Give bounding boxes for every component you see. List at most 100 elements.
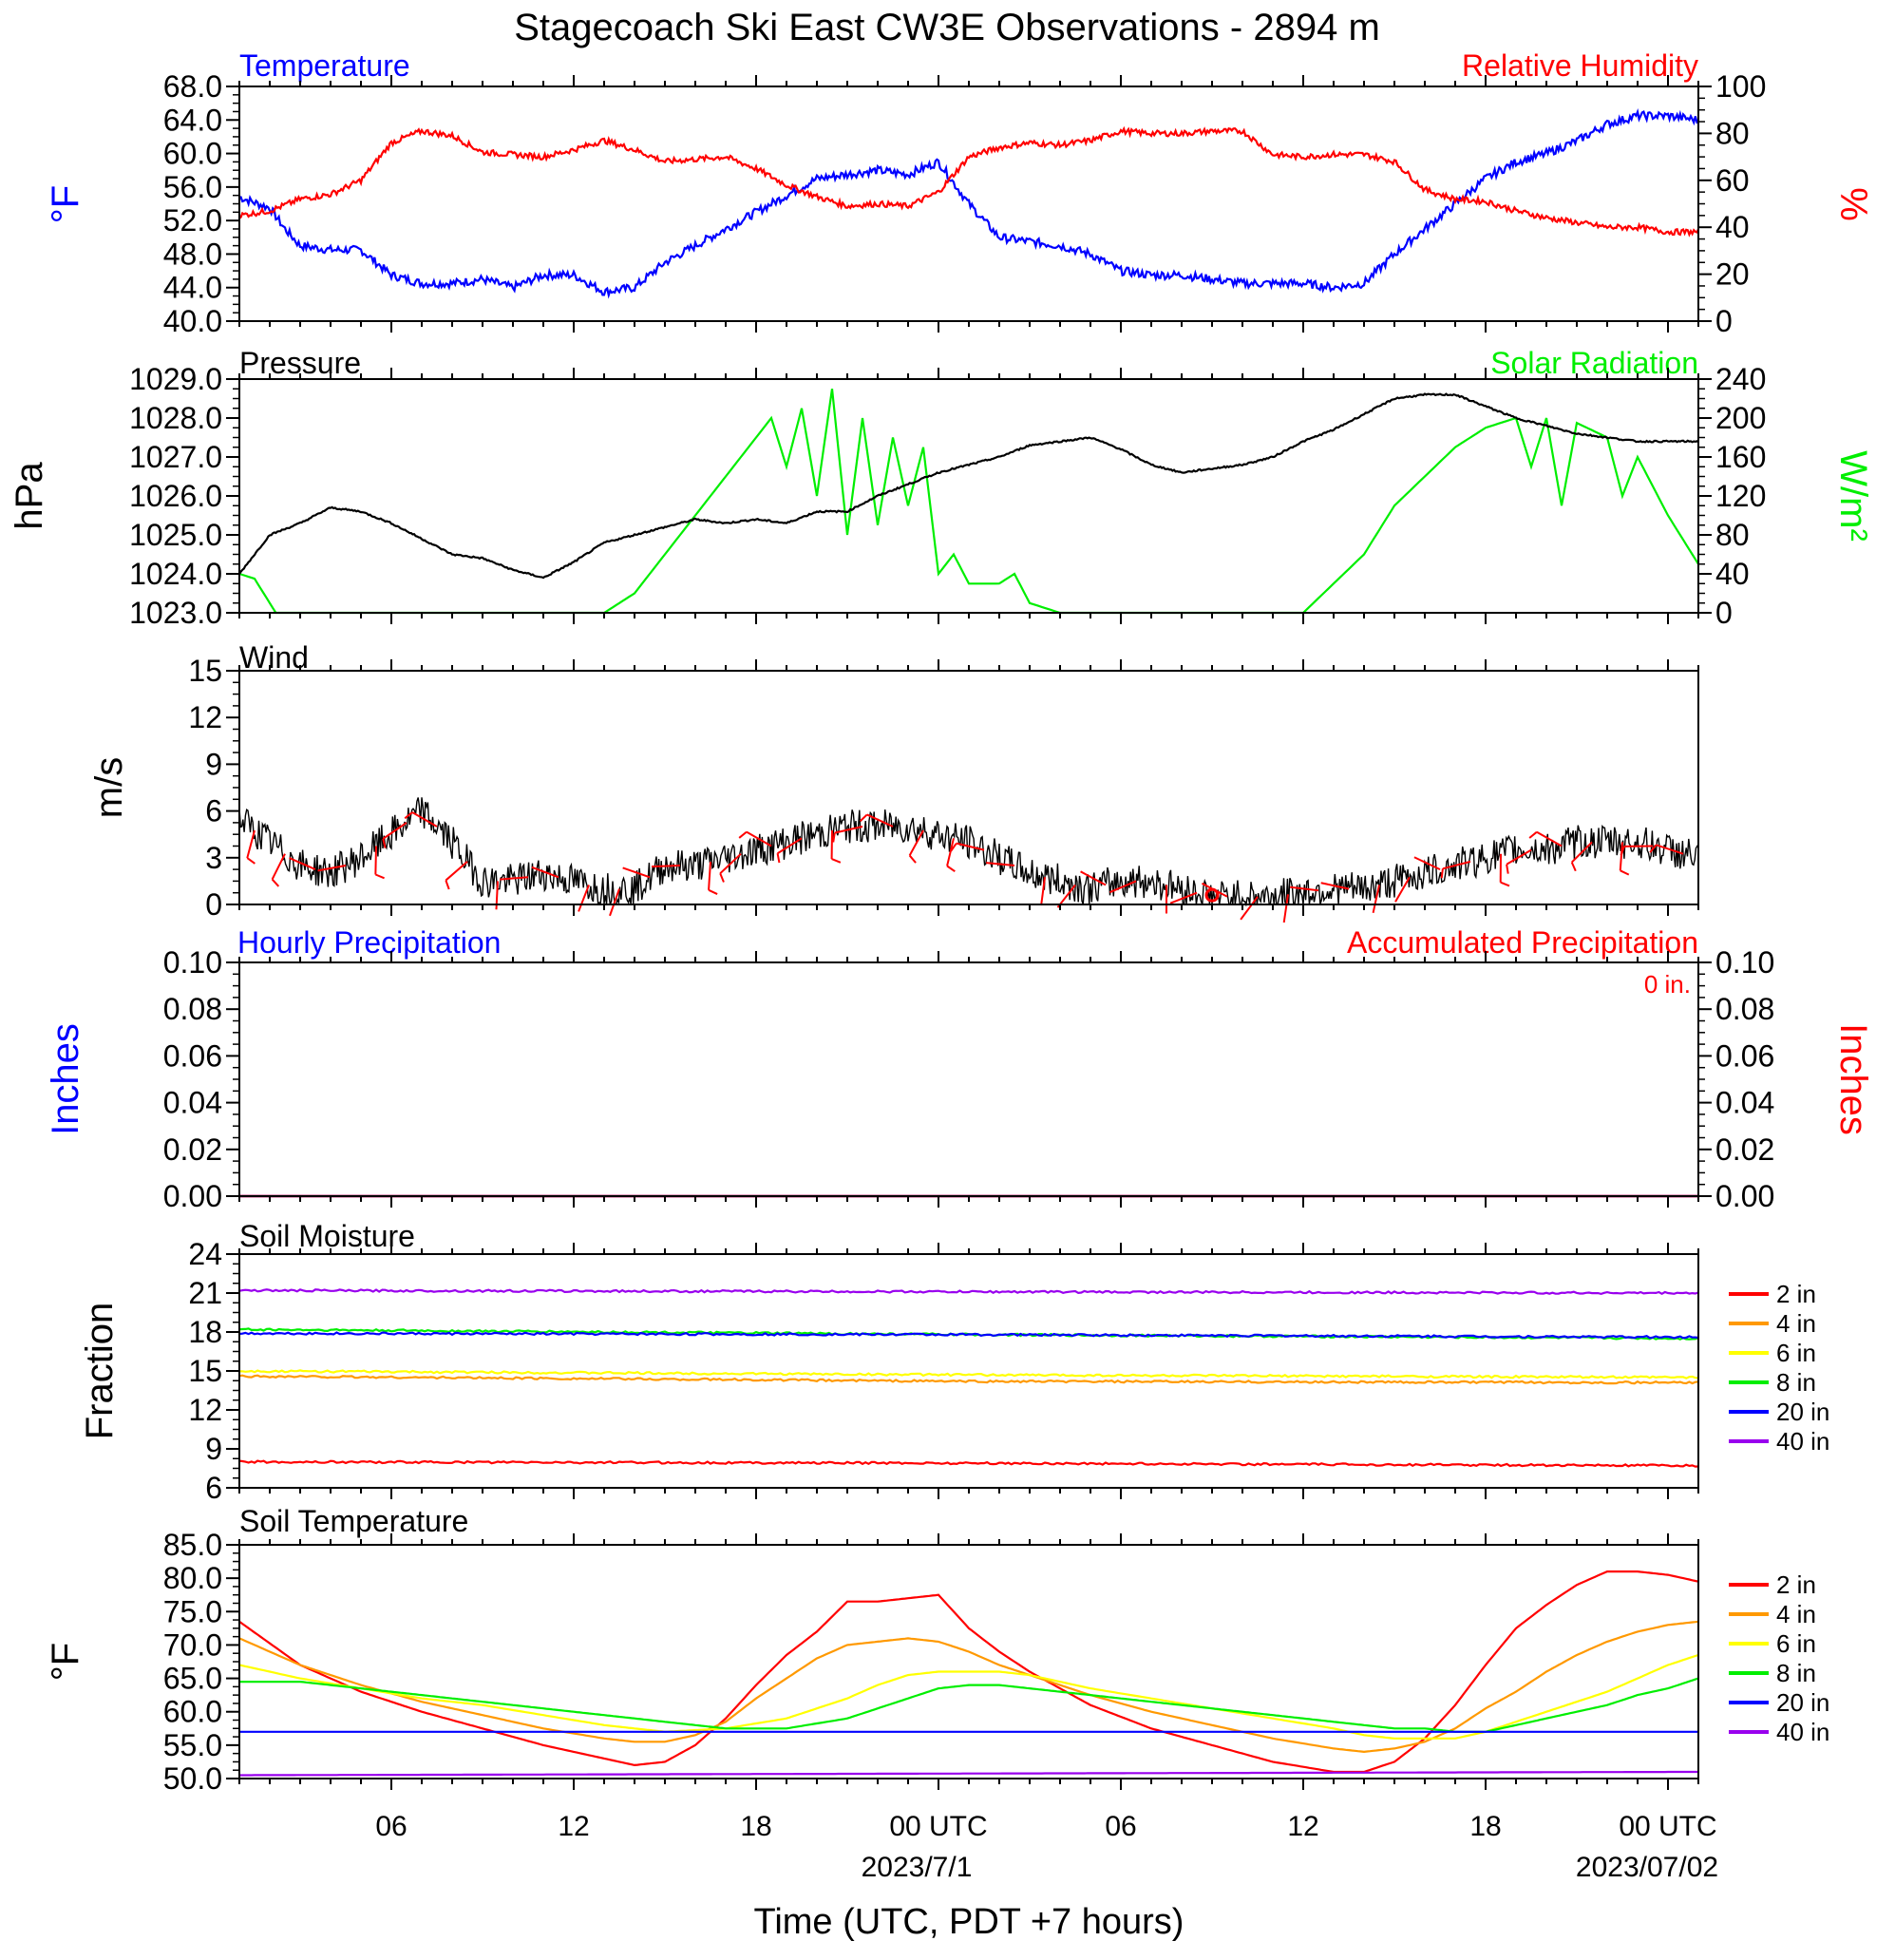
hourly-precip-axis-ticks: 0.000.020.040.060.080.10 <box>163 945 239 1213</box>
pressure-solar-series <box>239 389 1698 613</box>
soil-moisture-unit-label: Fraction <box>79 1303 121 1440</box>
right-tick-label: 240 <box>1715 362 1766 396</box>
wind-barb <box>578 885 589 912</box>
left-tick-label: 48.0 <box>163 237 222 271</box>
right-tick-label: 20 <box>1715 257 1750 292</box>
figure-title: Stagecoach Ski East CW3E Observations - … <box>514 7 1380 48</box>
left-tick-label: 3 <box>205 841 222 875</box>
legend-label-6-in: 6 in <box>1776 1339 1816 1367</box>
wind-barb-flag <box>1501 883 1509 886</box>
left-tick-label: 15 <box>188 1354 222 1388</box>
wind-unit-label: m/s <box>88 757 130 818</box>
right-tick-label: 0.02 <box>1715 1132 1774 1167</box>
left-tick-label: 68.0 <box>163 69 222 104</box>
legend-label-4-in: 4 in <box>1776 1600 1816 1628</box>
left-tick-label: 60.0 <box>163 1695 222 1729</box>
temperature-unit-label: °F <box>45 185 86 223</box>
wind-barb <box>247 830 255 858</box>
wind-barb <box>273 854 285 880</box>
legend-label-8-in: 8 in <box>1776 1368 1816 1397</box>
left-tick-label: 6 <box>205 1471 222 1505</box>
temp-rh-series <box>239 112 1698 295</box>
left-tick-label: 1025.0 <box>129 518 222 552</box>
humidity-unit-label: % <box>1832 187 1874 221</box>
legend-label-2-in: 2 in <box>1776 1570 1816 1599</box>
left-tick-label: 0.04 <box>163 1086 222 1120</box>
right-tick-label: 100 <box>1715 69 1766 104</box>
wind-barb-flag <box>1620 870 1629 874</box>
legend-label-6-in: 6 in <box>1776 1629 1816 1658</box>
panel-pressure-solar: Pressure Solar Radiation hPa W/m² 1023.0… <box>9 346 1874 630</box>
left-tick-label: 1028.0 <box>129 401 222 435</box>
series-wind-line <box>239 797 1698 904</box>
left-tick-label: 12 <box>188 700 222 734</box>
right-tick-label: 120 <box>1715 479 1766 513</box>
legend-label-2-in: 2 in <box>1776 1280 1816 1308</box>
wind-barb <box>375 847 376 875</box>
time-tick-label: 18 <box>740 1811 771 1842</box>
wind-barb <box>709 862 711 890</box>
wind-barb-flag <box>709 890 717 894</box>
accum-precip-total: 0 in. <box>1644 970 1691 999</box>
left-tick-label: 15 <box>188 654 222 688</box>
left-tick-label: 0.02 <box>163 1132 222 1167</box>
panel-title-wind: Wind <box>239 640 309 675</box>
wind-barb-flag <box>720 873 724 882</box>
legend-label-8-in: 8 in <box>1776 1659 1816 1687</box>
wind-barb-flag <box>861 814 867 821</box>
wind-barb-flag <box>832 859 841 863</box>
left-tick-label: 9 <box>205 1432 222 1466</box>
panel-frame-pressure-solar <box>239 379 1698 613</box>
time-tick-label: 00 UTC <box>1619 1811 1716 1842</box>
accum-precip-unit-label: Inches <box>1832 1023 1874 1135</box>
right-tick-label: 40 <box>1715 557 1750 591</box>
wind-barb-flag <box>1507 865 1508 874</box>
left-tick-label: 1027.0 <box>129 440 222 474</box>
wind-barb-flag <box>739 832 747 838</box>
right-tick-label: 0.04 <box>1715 1086 1774 1120</box>
left-tick-label: 56.0 <box>163 170 222 204</box>
soil-temp-unit-label: °F <box>45 1643 86 1681</box>
legend-label-4-in: 4 in <box>1776 1309 1816 1338</box>
solar-unit-label: W/m² <box>1832 450 1874 542</box>
left-tick-label: 18 <box>188 1315 222 1349</box>
right-tick-label: 0.00 <box>1715 1179 1774 1213</box>
left-tick-label: 52.0 <box>163 203 222 238</box>
series-40-in-line <box>239 1289 1698 1294</box>
time-tick-label: 00 UTC <box>889 1811 987 1842</box>
right-tick-label: 60 <box>1715 163 1750 198</box>
series-solar-radiation-line <box>239 389 1698 613</box>
panel-title-accum-precip: Accumulated Precipitation <box>1347 925 1698 960</box>
panel-soil-temp: Soil Temperature °F 50.055.060.065.070.0… <box>45 1504 1829 1796</box>
date-label-day1: 2023/7/1 <box>862 1852 973 1883</box>
wind-barb-flag <box>947 866 955 871</box>
panel-title-temperature: Temperature <box>239 48 410 83</box>
left-tick-label: 80.0 <box>163 1561 222 1595</box>
left-tick-label: 1024.0 <box>129 557 222 591</box>
right-tick-label: 0.10 <box>1715 945 1774 980</box>
wind-series <box>239 797 1698 904</box>
wind-barb-flag <box>375 874 384 878</box>
right-tick-label: 80 <box>1715 116 1750 150</box>
legend-label-40-in: 40 in <box>1776 1718 1829 1746</box>
right-tick-label: 0 <box>1715 304 1733 338</box>
left-tick-label: 75.0 <box>163 1594 222 1628</box>
date-label-day2: 2023/07/02 <box>1576 1852 1718 1883</box>
series-20-in-line <box>239 1333 1698 1339</box>
wind-barb-flag <box>910 855 916 863</box>
left-tick-label: 12 <box>188 1393 222 1427</box>
series-40-in-line <box>239 1772 1698 1776</box>
wind-barb-flag <box>273 880 279 886</box>
legend-label-40-in: 40 in <box>1776 1427 1829 1456</box>
wind-barb <box>1537 832 1562 847</box>
accum-precip-axis-ticks: 0.000.020.040.060.080.10 <box>1698 945 1774 1213</box>
wind-barb-flag <box>1572 863 1576 871</box>
